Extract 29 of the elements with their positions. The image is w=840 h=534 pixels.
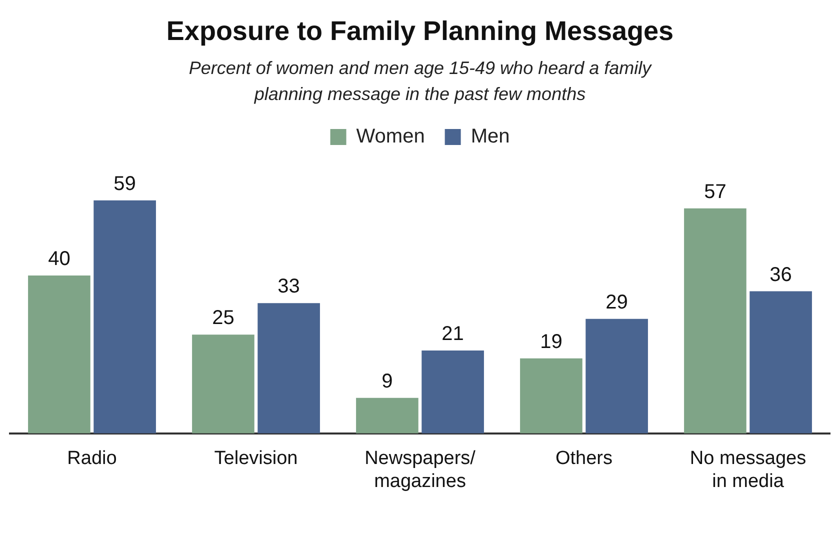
chart-subtitle: Percent of women and men age 15-49 who heard a family planning message in the past few months bbox=[188, 57, 653, 106]
legend-label: Women bbox=[356, 126, 425, 148]
bar bbox=[28, 275, 90, 434]
x-tick-label: Radio bbox=[67, 448, 117, 470]
bar bbox=[684, 208, 746, 434]
bar bbox=[520, 358, 582, 434]
data-label: 33 bbox=[278, 276, 300, 298]
data-label: 21 bbox=[442, 322, 464, 345]
data-label: 36 bbox=[770, 264, 792, 286]
data-label: 19 bbox=[540, 330, 562, 353]
bar bbox=[94, 200, 156, 434]
bar bbox=[586, 318, 648, 434]
legend-label: Men bbox=[470, 126, 510, 148]
bar bbox=[422, 350, 484, 434]
data-label: 57 bbox=[704, 180, 726, 203]
data-label: 59 bbox=[114, 172, 136, 195]
bar bbox=[356, 398, 418, 434]
x-tick-label: Newspapers/ magazines bbox=[364, 448, 476, 492]
data-label: 40 bbox=[48, 248, 70, 270]
data-label: 29 bbox=[606, 291, 628, 314]
x-tick-label: No messages in media bbox=[690, 448, 806, 492]
bar bbox=[192, 334, 254, 434]
data-label: 25 bbox=[212, 307, 234, 330]
bar bbox=[750, 291, 812, 434]
chart-title: Exposure to Family Planning Messages bbox=[165, 16, 675, 47]
bar bbox=[258, 303, 320, 434]
x-tick-label: Television bbox=[214, 448, 298, 470]
x-tick-label: Others bbox=[555, 448, 613, 470]
data-label: 9 bbox=[382, 370, 393, 392]
